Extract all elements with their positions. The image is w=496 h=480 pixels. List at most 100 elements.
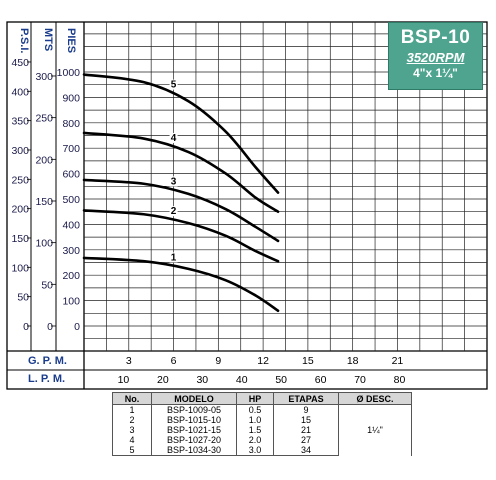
psi-tick-label: 300 (11, 145, 29, 157)
curve-5 (82, 73, 280, 194)
gpm-tick-label: 21 (392, 355, 404, 367)
pies-tick-label: 300 (62, 245, 80, 257)
gpm-tick-label: 18 (347, 355, 359, 367)
curve-1 (82, 256, 280, 313)
cell-etapas: 21 (273, 425, 339, 435)
axis-ticks: 0 50 100 150 200 250 300 350 400 450 0 50 100 150 200 2… (11, 57, 80, 333)
outer-border (6, 21, 488, 390)
lpm-tick-label: 10 (118, 374, 130, 386)
psi-tick-label: 350 (11, 116, 29, 128)
cell-etapas: 27 (273, 435, 339, 445)
psi-tick-label: 250 (11, 174, 29, 186)
mts-tick-label: 250 (35, 113, 53, 125)
gpm-axis-label: G. P. M. (28, 355, 67, 367)
cell-etapas: 9 (273, 404, 339, 415)
title-box: BSP-10 3520RPM 4"x 1¼" (388, 22, 483, 90)
curve-label-bg (169, 132, 178, 143)
chart-grid (84, 22, 487, 351)
cell-modelo: BSP-1009-05 (151, 404, 237, 415)
curve-label-bg (169, 206, 178, 217)
col-hp-header: HP (236, 392, 274, 405)
gpm-tick-label: 6 (171, 355, 177, 367)
cell-hp: 2.0 (236, 435, 274, 445)
mts-tick-label: 150 (35, 196, 53, 208)
col-desc-header: Ø DESC. (338, 392, 412, 405)
curve-label-1: 1 (171, 252, 177, 263)
col-etapas-header: ETAPAS (273, 392, 339, 405)
lpm-tick-label: 40 (236, 374, 248, 386)
pies-tick-label: 700 (62, 143, 80, 155)
gpm-tick-label: 15 (302, 355, 314, 367)
flow-axes: G. P. M. L. P. M. 3 6 9 12 15 18 21 10 20 30 40 50 6… (28, 355, 405, 386)
table-row: 1 BSP-1009-05 0.5 9 1¼" (112, 404, 412, 456)
psi-tick-label: 150 (11, 233, 29, 245)
curve-label-bg (169, 79, 178, 90)
lpm-tick-label: 70 (354, 374, 366, 386)
curve-label-bg (169, 176, 178, 187)
pies-tick-label: 900 (62, 92, 80, 104)
cell-no: 3 (112, 425, 152, 435)
cell-no: 4 (112, 435, 152, 445)
table-row: 5 BSP-1034-30 3.0 34 (112, 445, 412, 456)
psi-axis-header: P.S.I. (18, 28, 30, 53)
gpm-tick-label: 12 (257, 355, 269, 367)
models-table-header: No. MODELO HP ETAPAS Ø DESC. (112, 392, 412, 405)
col-no-header: No. (112, 392, 152, 405)
mts-axis-header: MTS (42, 28, 54, 51)
lpm-tick-label: 30 (196, 374, 208, 386)
chart-pump-size: 4"x 1¼" (413, 66, 458, 80)
cell-etapas: 34 (273, 445, 339, 456)
cell-modelo: BSP-1034-30 (151, 445, 237, 456)
curve-label-2: 2 (171, 206, 177, 217)
cell-no: 2 (112, 415, 152, 425)
pies-tick-label: 1000 (57, 67, 81, 79)
curve-4 (82, 131, 280, 213)
curve-3 (82, 178, 280, 243)
cell-hp: 0.5 (236, 404, 274, 415)
table-row: 3 BSP-1021-15 1.5 21 (112, 425, 412, 435)
cell-hp: 3.0 (236, 445, 274, 456)
cell-hp: 1.5 (236, 425, 274, 435)
pies-tick-label: 0 (74, 321, 80, 333)
curve-label-4: 4 (171, 133, 177, 144)
mts-tick-label: 100 (35, 238, 53, 250)
chart-title: BSP-10 (400, 27, 471, 48)
chart-rpm: 3520RPM (406, 50, 465, 65)
psi-tick-label: 400 (11, 86, 29, 98)
psi-tick-label: 50 (17, 292, 29, 304)
table-row: 4 BSP-1027-20 2.0 27 (112, 435, 412, 445)
lpm-axis-label: L. P. M. (28, 373, 65, 385)
cell-modelo: BSP-1027-20 (151, 435, 237, 445)
psi-tick-label: 450 (11, 57, 29, 69)
cell-modelo: BSP-1015-10 (151, 415, 237, 425)
pies-tick-label: 200 (62, 270, 80, 282)
lpm-tick-label: 80 (394, 374, 406, 386)
performance-curves: 1 2 3 4 5 (82, 73, 280, 313)
lpm-tick-label: 50 (275, 374, 287, 386)
curve-label-bg (169, 252, 178, 263)
pies-tick-label: 100 (62, 296, 80, 308)
lpm-tick-label: 20 (157, 374, 169, 386)
mts-tick-label: 50 (41, 279, 53, 291)
chart-frame (6, 21, 488, 390)
cell-no: 5 (112, 445, 152, 456)
cell-hp: 1.0 (236, 415, 274, 425)
pies-tick-label: 500 (62, 194, 80, 206)
pies-axis-header: PIES (65, 28, 77, 53)
psi-tick-label: 100 (11, 262, 29, 274)
left-axes: P.S.I. MTS PIES (18, 28, 77, 53)
psi-tick-label: 200 (11, 204, 29, 216)
curve-label-5: 5 (171, 80, 177, 91)
curve-label-3: 3 (171, 176, 177, 187)
pies-tick-label: 800 (62, 118, 80, 130)
models-table: No. MODELO HP ETAPAS Ø DESC. 1 BSP-1009-0… (112, 392, 412, 456)
pies-tick-label: 600 (62, 169, 80, 181)
mts-tick-label: 300 (35, 71, 53, 83)
mts-tick-label: 0 (47, 321, 53, 333)
curve-2 (82, 209, 280, 263)
pies-tick-label: 400 (62, 219, 80, 231)
psi-tick-label: 0 (23, 321, 29, 333)
cell-desc: 1¼" (338, 404, 412, 456)
col-modelo-header: MODELO (151, 392, 237, 405)
